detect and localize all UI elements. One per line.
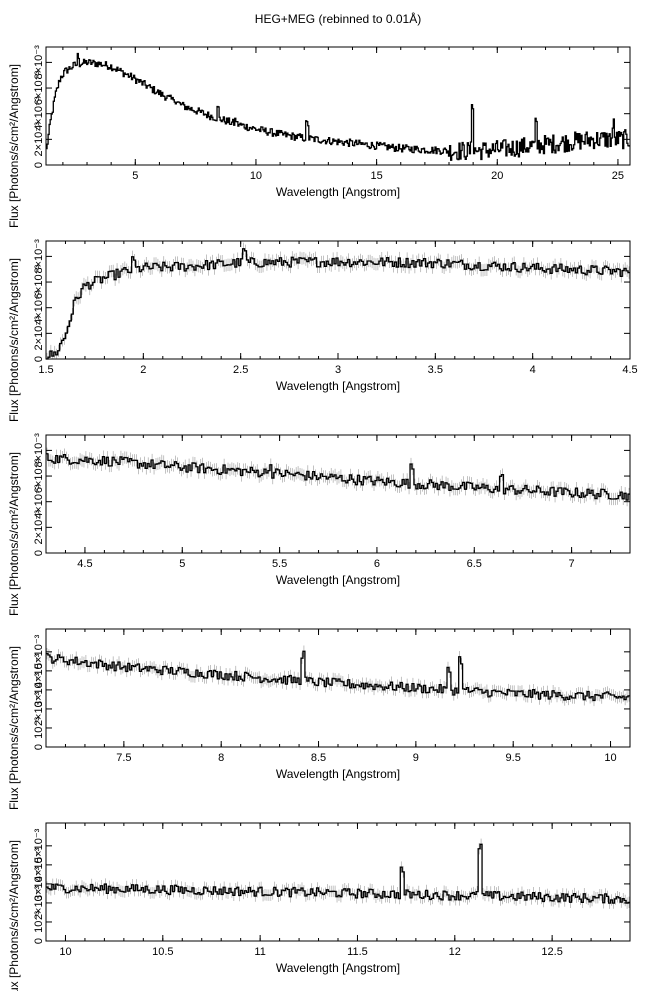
y-axis-label: Flux [Photons/s/cm²/Angstrom]: [7, 258, 21, 422]
y-tick-label: 8×10⁻³: [33, 433, 45, 468]
plot-frame: [45, 628, 631, 748]
y-tick-label: 4×10⁻³: [33, 484, 45, 519]
x-tick-label: 10: [604, 752, 616, 764]
spectrum-panel-5: 10 10.5 11 11.5 12 12.5 0 10⁻³2×10⁻³3×10⁻³4×10⁻…: [7, 822, 631, 991]
error-bars: [46, 645, 630, 707]
y-tick-label: 2×10⁻³: [33, 510, 45, 545]
y-tick-label: 3×10⁻³: [33, 866, 45, 901]
x-tick-label: 4: [530, 364, 536, 376]
x-tick-label: 11.5: [347, 946, 368, 958]
y-tick-label: 8×10⁻³: [33, 239, 45, 274]
x-tick-label: 3.5: [428, 364, 443, 376]
y-tick-label: 4×10⁻³: [33, 653, 45, 688]
y-tick-label: 0: [33, 744, 45, 750]
y-tick-label: 4×10⁻³: [33, 847, 45, 882]
x-tick-label: 2: [140, 364, 146, 376]
x-tick-label: 12: [449, 946, 461, 958]
y-tick-label: 0: [33, 938, 45, 944]
y-tick-label: 0: [33, 550, 45, 556]
x-tick-label: 5.5: [272, 558, 287, 570]
x-tick-label: 10: [59, 946, 71, 958]
x-tick-label: 5: [179, 558, 185, 570]
x-axis-label: Wavelength [Angstrom]: [276, 767, 400, 781]
y-tick-label: 2×10⁻³: [33, 885, 45, 920]
plot-frame: [45, 46, 631, 166]
y-tick-label: 6×10⁻³: [33, 71, 45, 106]
x-tick-label: 8.5: [311, 752, 326, 764]
x-tick-label: 8: [218, 752, 224, 764]
y-axis-label: Flux [Photons/s/cm²/Angstrom]: [7, 646, 21, 810]
y-tick-label: 2×10⁻³: [33, 122, 45, 157]
x-tick-label: 20: [491, 170, 503, 182]
x-tick-label: 2.5: [233, 364, 248, 376]
x-tick-label: 3: [335, 364, 341, 376]
y-axis-label: Flux [Photons/s/cm²/Angstrom]: [7, 452, 21, 616]
x-tick-label: 7.5: [116, 752, 131, 764]
spectrum-trace: [46, 248, 630, 360]
y-tick-label: 3×10⁻³: [33, 672, 45, 707]
plot-frame: [45, 434, 631, 554]
error-bars: [46, 838, 630, 909]
y-tick-label: 0: [33, 356, 45, 362]
y-tick-label: 10⁻³: [33, 911, 45, 933]
y-tick-label: 8×10⁻³: [33, 45, 45, 80]
y-tick-label: 5×10⁻³: [33, 828, 45, 863]
x-tick-label: 10: [250, 170, 262, 182]
x-tick-label: 1.5: [38, 364, 53, 376]
x-axis-label: Wavelength [Angstrom]: [276, 379, 400, 393]
x-tick-label: 9.5: [506, 752, 521, 764]
x-tick-label: 7: [569, 558, 575, 570]
spectrum-trace: [46, 843, 630, 904]
x-tick-label: 4.5: [77, 558, 92, 570]
spectrum-panel-4: 7.5 8 8.5 9 9.5 10 0 10⁻³2×10⁻³3×10⁻³4×10⁻³5×10…: [7, 628, 631, 810]
figure-title: HEG+MEG (rebinned to 0.01Å): [255, 11, 421, 26]
x-axis-label: Wavelength [Angstrom]: [276, 961, 400, 975]
spectrum-panel-3: 4.5 5 5.5 6 6.5 7 0 2×10⁻³4×10⁻³6×10⁻³8×10⁻³ Wav…: [7, 433, 631, 616]
y-tick-label: 2×10⁻³: [33, 316, 45, 351]
y-tick-label: 4×10⁻³: [33, 290, 45, 325]
x-tick-label: 6: [374, 558, 380, 570]
plot-frame: [45, 822, 631, 942]
y-tick-label: 10⁻³: [33, 717, 45, 739]
spectrum-trace: [46, 52, 630, 161]
y-tick-label: 4×10⁻³: [33, 96, 45, 131]
x-tick-label: 6.5: [467, 558, 482, 570]
spectrum-trace: [46, 650, 630, 702]
x-tick-label: 15: [370, 170, 382, 182]
x-tick-label: 25: [612, 170, 624, 182]
x-tick-label: 10.5: [152, 946, 173, 958]
x-tick-label: 12.5: [541, 946, 562, 958]
spectrum-trace: [46, 453, 630, 501]
x-tick-label: 11: [254, 946, 265, 958]
y-tick-label: 2×10⁻³: [33, 691, 45, 726]
y-axis-label: Flux [Photons/s/cm²/Angstrom]: [7, 64, 21, 228]
x-tick-label: 9: [413, 752, 419, 764]
x-axis-label: Wavelength [Angstrom]: [276, 573, 400, 587]
x-axis-label: Wavelength [Angstrom]: [276, 185, 400, 199]
x-tick-label: 4.5: [622, 364, 637, 376]
spectrum-panel-1: 5 10 15 20 25 0 2×10⁻³4×10⁻³6×10⁻³8×10⁻³ Wavele…: [7, 45, 631, 228]
y-tick-label: 0: [33, 162, 45, 168]
x-tick-label: 5: [132, 170, 138, 182]
y-tick-label: 6×10⁻³: [33, 459, 45, 494]
spectrum-panel-2: 1.5 2 2.5 3 3.5 4 4.5 0 2×10⁻³4×10⁻³6×10⁻³8×10⁻³…: [7, 239, 638, 422]
y-axis-label: Flux [Photons/s/cm²/Angstrom]: [7, 840, 21, 991]
y-tick-label: 6×10⁻³: [33, 265, 45, 300]
y-tick-label: 5×10⁻³: [33, 634, 45, 669]
